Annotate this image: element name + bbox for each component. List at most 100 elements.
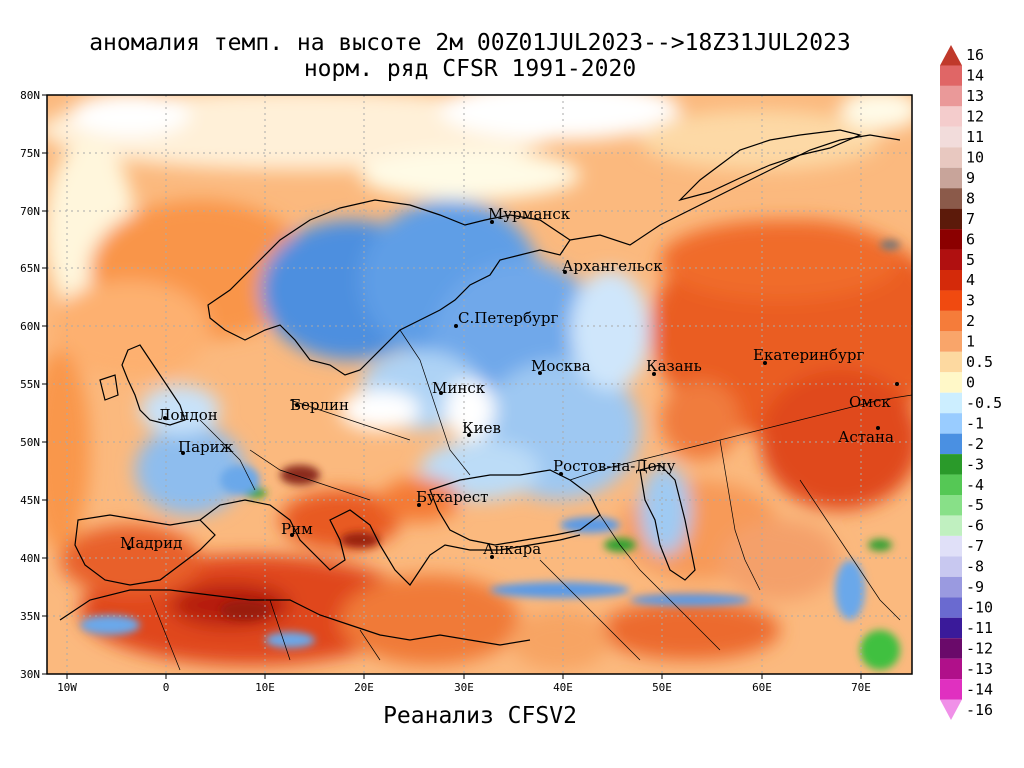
lat-label: 60N [20,320,40,333]
colorbar-swatch [940,126,962,148]
city-marker [454,324,458,328]
colorbar-swatch [940,310,962,332]
city-marker [467,433,471,437]
colorbar-swatch [940,556,962,577]
city-label: Мадрид [120,534,182,552]
colorbar-swatch [940,617,962,639]
lat-label: 80N [20,89,40,102]
lon-label: 70E [851,681,871,694]
colorbar-swatch [940,699,962,720]
colorbar-label: -0.5 [966,394,1002,412]
lat-label: 30N [20,668,40,681]
colorbar-label: 11 [966,128,984,146]
colorbar-label: 16 [966,46,984,64]
colorbar-label: 12 [966,108,984,126]
colorbar-label: 3 [966,292,975,310]
city-label: Париж [178,438,234,456]
city-marker [417,503,421,507]
colorbar-swatch [940,576,962,598]
lon-labels: 10W 0 10E 20E 30E 40E 50E 60E 70E [57,681,871,694]
colorbar-label: -8 [966,558,984,576]
city-label: С.Петербург [458,309,558,327]
lon-label: 0 [163,681,170,694]
colorbar-swatch [940,270,962,291]
city-marker [538,371,542,375]
lon-label: 30E [454,681,474,694]
city-marker [439,391,443,395]
lat-label: 50N [20,436,40,449]
colorbar-label: 4 [966,271,975,289]
city-label: Казань [646,357,702,375]
colorbar-swatch [940,638,962,659]
colorbar-swatch [940,679,962,700]
colorbar-swatch [940,188,962,209]
colorbar-label: -2 [966,435,984,453]
colorbar-label: 6 [966,230,975,248]
lon-label: 10W [57,681,77,694]
colorbar-label: 2 [966,312,975,330]
city-marker [181,451,185,455]
city-label: Бухарест [416,488,488,506]
city-label: Киев [462,419,501,437]
city-labels: Мурманск Архангельск С.Петербург Москва … [120,205,899,559]
colorbar-label: -14 [966,680,993,698]
colorbar-swatch [940,658,962,680]
colorbar-label: -4 [966,476,984,494]
colorbar-label: -13 [966,660,993,678]
city-marker [559,472,563,476]
city-label: Екатеринбург [753,346,864,364]
colorbar-label: 13 [966,87,984,105]
reanalysis-label: Реанализ CFSV2 [383,703,577,729]
lon-label: 10E [255,681,275,694]
lat-label: 55N [20,378,40,391]
colorbar-swatch [940,290,962,311]
colorbar-swatch [940,535,962,557]
colorbar-swatch [940,229,962,250]
colorbar-swatch [940,167,962,189]
city-marker [652,372,656,376]
city-marker [290,533,294,537]
colorbar-swatch [940,106,962,127]
colorbar-label: 14 [966,67,984,85]
map-title-line2: норм. ряд CFSR 1991-2020 [303,56,637,82]
colorbar-label: -9 [966,578,984,596]
colorbar-label: 5 [966,251,975,269]
city-label: Архангельск [562,257,663,275]
lat-label: 40N [20,552,40,565]
colorbar-label: 8 [966,189,975,207]
colorbar-swatch [940,454,962,475]
colorbar-label: -11 [966,619,993,637]
colorbar-label: -10 [966,599,993,617]
colorbar-swatch [940,474,962,495]
lon-label: 40E [553,681,573,694]
city-marker [163,416,167,420]
colorbar-swatch [940,392,962,414]
city-marker [876,426,880,430]
lat-label: 45N [20,494,40,507]
lon-label: 60E [752,681,772,694]
city-marker [490,555,494,559]
city-label: Лондон [158,406,218,424]
colorbar-label: 0 [966,374,975,392]
lon-label: 20E [354,681,374,694]
colorbar-label: -1 [966,414,984,432]
colorbar-swatch [940,147,962,168]
lat-label: 70N [20,205,40,218]
grid-lines [47,95,912,674]
city-marker [490,220,494,224]
colorbar-label: -16 [966,701,993,719]
lat-label: 35N [20,610,40,623]
lat-label: 65N [20,262,40,275]
coastlines [59,129,901,646]
colorbar-swatch [940,351,962,373]
colorbar-label: -6 [966,517,984,535]
colorbar-label: -3 [966,455,984,473]
colorbar-swatch [940,433,962,455]
lon-label: 50E [652,681,672,694]
lat-ticks [42,94,47,675]
city-label: Берлин [290,396,349,414]
colorbar-swatch [940,413,962,434]
colorbar-label: 1 [966,333,975,351]
city-marker [763,361,767,365]
colorbar-swatch [940,249,962,270]
